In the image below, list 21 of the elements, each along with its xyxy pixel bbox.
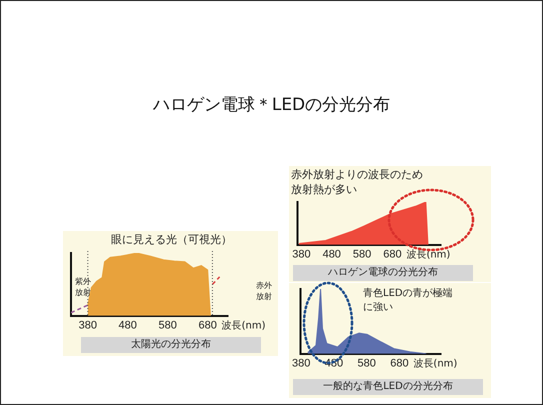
text: 一般的な青色LEDの分光分布 bbox=[293, 379, 483, 395]
text: ハロゲン電球＊LEDの分光分布 bbox=[152, 94, 392, 116]
x-axis-title: 波長(nm) bbox=[413, 357, 458, 370]
x-tick-label: 480 bbox=[322, 248, 341, 260]
text: 太陽光の分光分布 bbox=[81, 337, 261, 353]
x-tick-label: 380 bbox=[292, 248, 311, 260]
x-tick-label: 580 bbox=[158, 319, 177, 332]
x-tick-label: 380 bbox=[78, 319, 97, 332]
text: ハロゲン電球の分光分布 bbox=[293, 265, 473, 281]
text: 眼に見える光（可視光） bbox=[111, 233, 233, 248]
text: 赤外放射よりの波長のため放射熱が多い bbox=[291, 168, 424, 198]
x-tick-label: 680 bbox=[383, 248, 402, 260]
text: 赤外放射 bbox=[256, 281, 273, 303]
x-tick-label: 480 bbox=[118, 319, 137, 332]
x-tick-label: 580 bbox=[352, 248, 372, 260]
x-tick-label: 680 bbox=[390, 357, 409, 370]
x-tick-label: 680 bbox=[198, 319, 217, 332]
x-tick-label: 380 bbox=[292, 357, 310, 370]
x-tick-label: 580 bbox=[358, 357, 376, 370]
annotation: 青色LEDの青が極端に強い bbox=[363, 287, 454, 314]
x-axis-title: 波長(nm) bbox=[222, 319, 266, 332]
